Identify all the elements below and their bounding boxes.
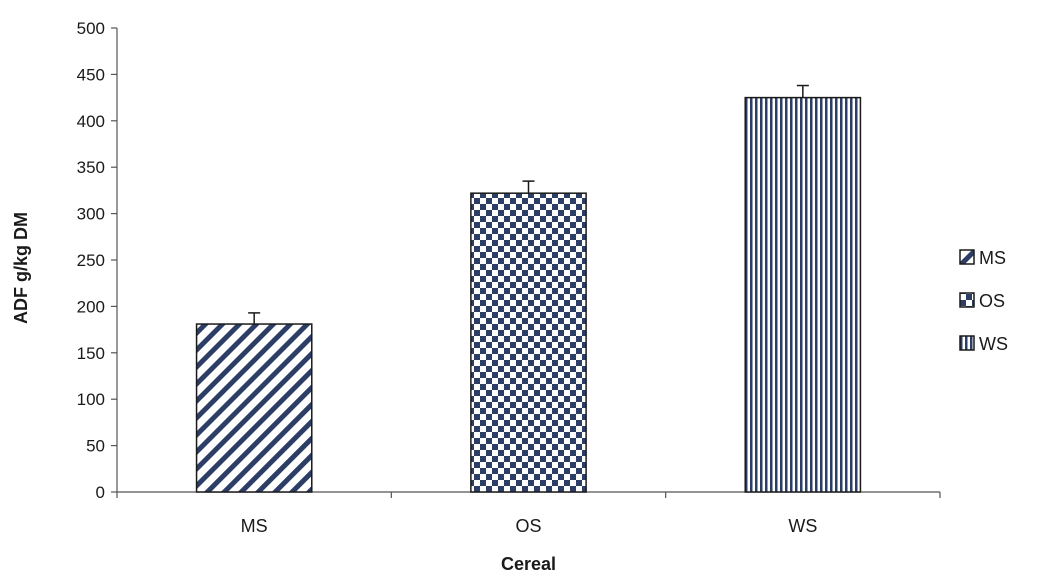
- x-axis-title: Cereal: [501, 554, 556, 574]
- x-axis: MS OS WS: [116, 491, 941, 536]
- x-tick-label: OS: [515, 516, 541, 536]
- legend-swatch-ws: [959, 335, 975, 351]
- y-tick-label: 350: [77, 158, 105, 177]
- legend-label-ws: WS: [979, 334, 1008, 354]
- legend-swatch-ms: [959, 249, 975, 265]
- legend: MS OS WS: [959, 248, 1008, 354]
- y-tick-label: 500: [77, 19, 105, 38]
- y-tick-label: 250: [77, 251, 105, 270]
- y-tick-label: 300: [77, 205, 105, 224]
- legend-swatch-os: [959, 292, 975, 308]
- y-axis: 0 50 100 150 200 250 300 350 400 450 500: [77, 19, 118, 502]
- bar-ws: [744, 96, 862, 493]
- x-tick-label: MS: [241, 516, 268, 536]
- y-tick-label: 50: [86, 437, 105, 456]
- legend-label-os: OS: [979, 291, 1005, 311]
- bar-ms: [195, 323, 313, 493]
- axis-labels: Cereal ADF g/kg DM: [11, 212, 556, 574]
- legend-label-ms: MS: [979, 248, 1006, 268]
- y-tick-label: 150: [77, 344, 105, 363]
- y-tick-label: 400: [77, 112, 105, 131]
- bar-os: [470, 192, 587, 493]
- y-axis-title: ADF g/kg DM: [11, 212, 31, 324]
- x-tick-label: WS: [788, 516, 817, 536]
- y-tick-label: 100: [77, 390, 105, 409]
- bars: [195, 84, 862, 493]
- y-tick-label: 200: [77, 297, 105, 316]
- y-tick-label: 450: [77, 65, 105, 84]
- y-tick-label: 0: [96, 483, 105, 502]
